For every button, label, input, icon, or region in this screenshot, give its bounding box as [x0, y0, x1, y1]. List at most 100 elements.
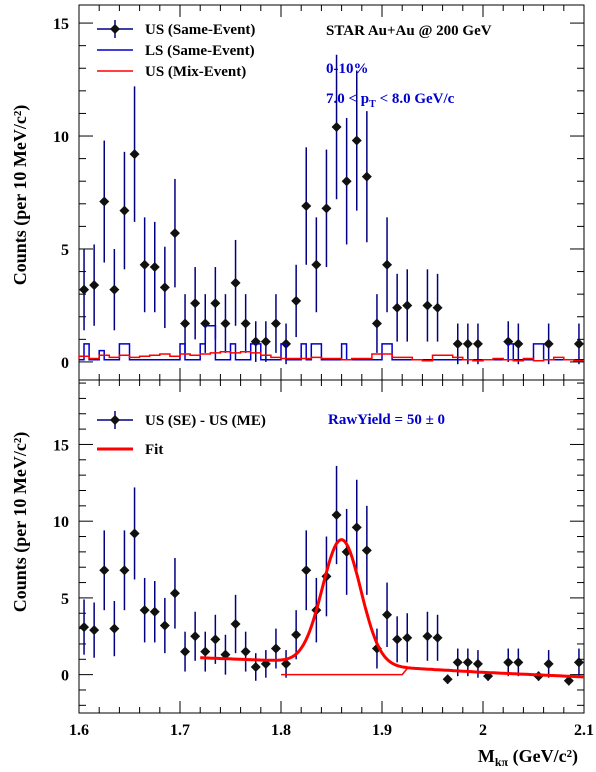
x-axis-label: Mkπ (GeV/c²): [478, 746, 578, 769]
legend-marker-us-diff-point: [110, 415, 120, 425]
data-point: [402, 632, 413, 643]
data-point: [432, 632, 443, 643]
data-point: [129, 528, 140, 539]
data-point: [291, 295, 302, 306]
data-point: [472, 658, 483, 669]
data-point: [513, 338, 524, 349]
y-tick-label: 10: [53, 129, 69, 146]
legend-label-us-diff: US (SE) - US (ME): [145, 413, 266, 429]
data-point: [210, 634, 221, 645]
data-point: [149, 606, 160, 617]
y-tick-label: 5: [61, 591, 69, 608]
data-point: [109, 623, 120, 634]
data-point: [139, 605, 150, 616]
data-point: [109, 284, 120, 295]
legend-label-ls-same: LS (Same-Event): [145, 43, 255, 59]
x-tick-label: 2.1: [574, 722, 594, 739]
data-point: [190, 631, 201, 642]
data-point: [180, 318, 191, 329]
data-point: [513, 657, 524, 668]
data-point: [250, 336, 261, 347]
data-point: [382, 259, 393, 270]
pt-annotation: 7.0 < pT < 8.0 GeV/c: [326, 91, 455, 110]
bottom-panel-frame: [78, 379, 585, 714]
data-point: [99, 196, 110, 207]
data-point: [260, 336, 271, 347]
data-point: [99, 565, 110, 576]
data-point: [462, 338, 473, 349]
data-point: [382, 609, 393, 620]
legend-label-us-mix: US (Mix-Event): [145, 64, 246, 80]
data-point: [240, 318, 251, 329]
data-point: [392, 302, 403, 313]
x-tick-label: 2: [479, 722, 487, 739]
bottom-legend: US (SE) - US (ME) Fit: [97, 411, 266, 458]
data-point: [321, 203, 332, 214]
data-point: [270, 643, 281, 654]
data-point: [422, 631, 433, 642]
y-tick-label: 0: [61, 355, 69, 372]
legend-label-fit: Fit: [145, 442, 163, 458]
top-series: [78, 54, 584, 365]
x-tick-label: 1.7: [170, 722, 190, 739]
data-point: [159, 282, 170, 293]
data-point: [573, 657, 584, 668]
data-point: [361, 545, 372, 556]
y-tick-label: 5: [61, 242, 69, 259]
data-point: [452, 657, 463, 668]
data-point: [392, 634, 403, 645]
data-point: [281, 658, 292, 669]
legend-marker-us-same-point: [110, 24, 120, 34]
data-point: [180, 646, 191, 657]
data-point: [472, 338, 483, 349]
system-annotation: STAR Au+Au @ 200 GeV: [326, 23, 492, 39]
bottom-series: [79, 465, 584, 686]
data-point: [573, 338, 584, 349]
data-point: [119, 565, 130, 576]
data-point: [159, 620, 170, 631]
data-point: [190, 298, 201, 309]
data-point: [169, 588, 180, 599]
data-point: [462, 657, 473, 668]
data-point: [220, 318, 231, 329]
data-point: [351, 522, 362, 533]
data-point: [79, 284, 90, 295]
rawyield-annotation: RawYield = 50 ± 0: [328, 412, 445, 428]
data-point: [230, 618, 241, 629]
y-tick-label: 15: [53, 16, 69, 33]
data-point: [291, 629, 302, 640]
x-tick-label: 1.9: [372, 722, 392, 739]
data-point: [210, 298, 221, 309]
top-axis-ticks: 0 5 10 15: [53, 5, 585, 380]
data-point: [79, 622, 90, 633]
bottom-y-axis-label: Counts (per 10 MeV/c²): [10, 432, 31, 613]
y-tick-label: 15: [53, 437, 69, 454]
data-point: [371, 318, 382, 329]
data-point: [89, 625, 100, 636]
fit-curve: [200, 538, 584, 679]
legend-label-us-same: US (Same-Event): [145, 22, 255, 38]
bottom-axis-ticks: 1.6 1.7 1.8 1.9 2 2.1 0 5 10 15: [53, 380, 594, 739]
data-point: [503, 657, 514, 668]
data-point: [129, 149, 140, 160]
y-tick-label: 10: [53, 514, 69, 531]
y-tick-label: 0: [61, 668, 69, 685]
step-histogram-1: [79, 325, 584, 361]
step-histogram-2: [78, 351, 584, 362]
data-point: [452, 338, 463, 349]
data-point: [240, 646, 251, 657]
data-point: [442, 674, 453, 685]
data-point: [341, 176, 352, 187]
data-point: [169, 228, 180, 239]
data-point: [200, 646, 211, 657]
top-legend: US (Same-Event) LS (Same-Event) US (Mix-…: [97, 20, 255, 80]
data-point: [402, 300, 413, 311]
data-point: [139, 259, 150, 270]
x-tick-label: 1.6: [69, 722, 89, 739]
data-point: [119, 205, 130, 216]
data-point: [543, 658, 554, 669]
data-point: [311, 259, 322, 270]
data-point: [301, 201, 312, 212]
data-point: [301, 565, 312, 576]
